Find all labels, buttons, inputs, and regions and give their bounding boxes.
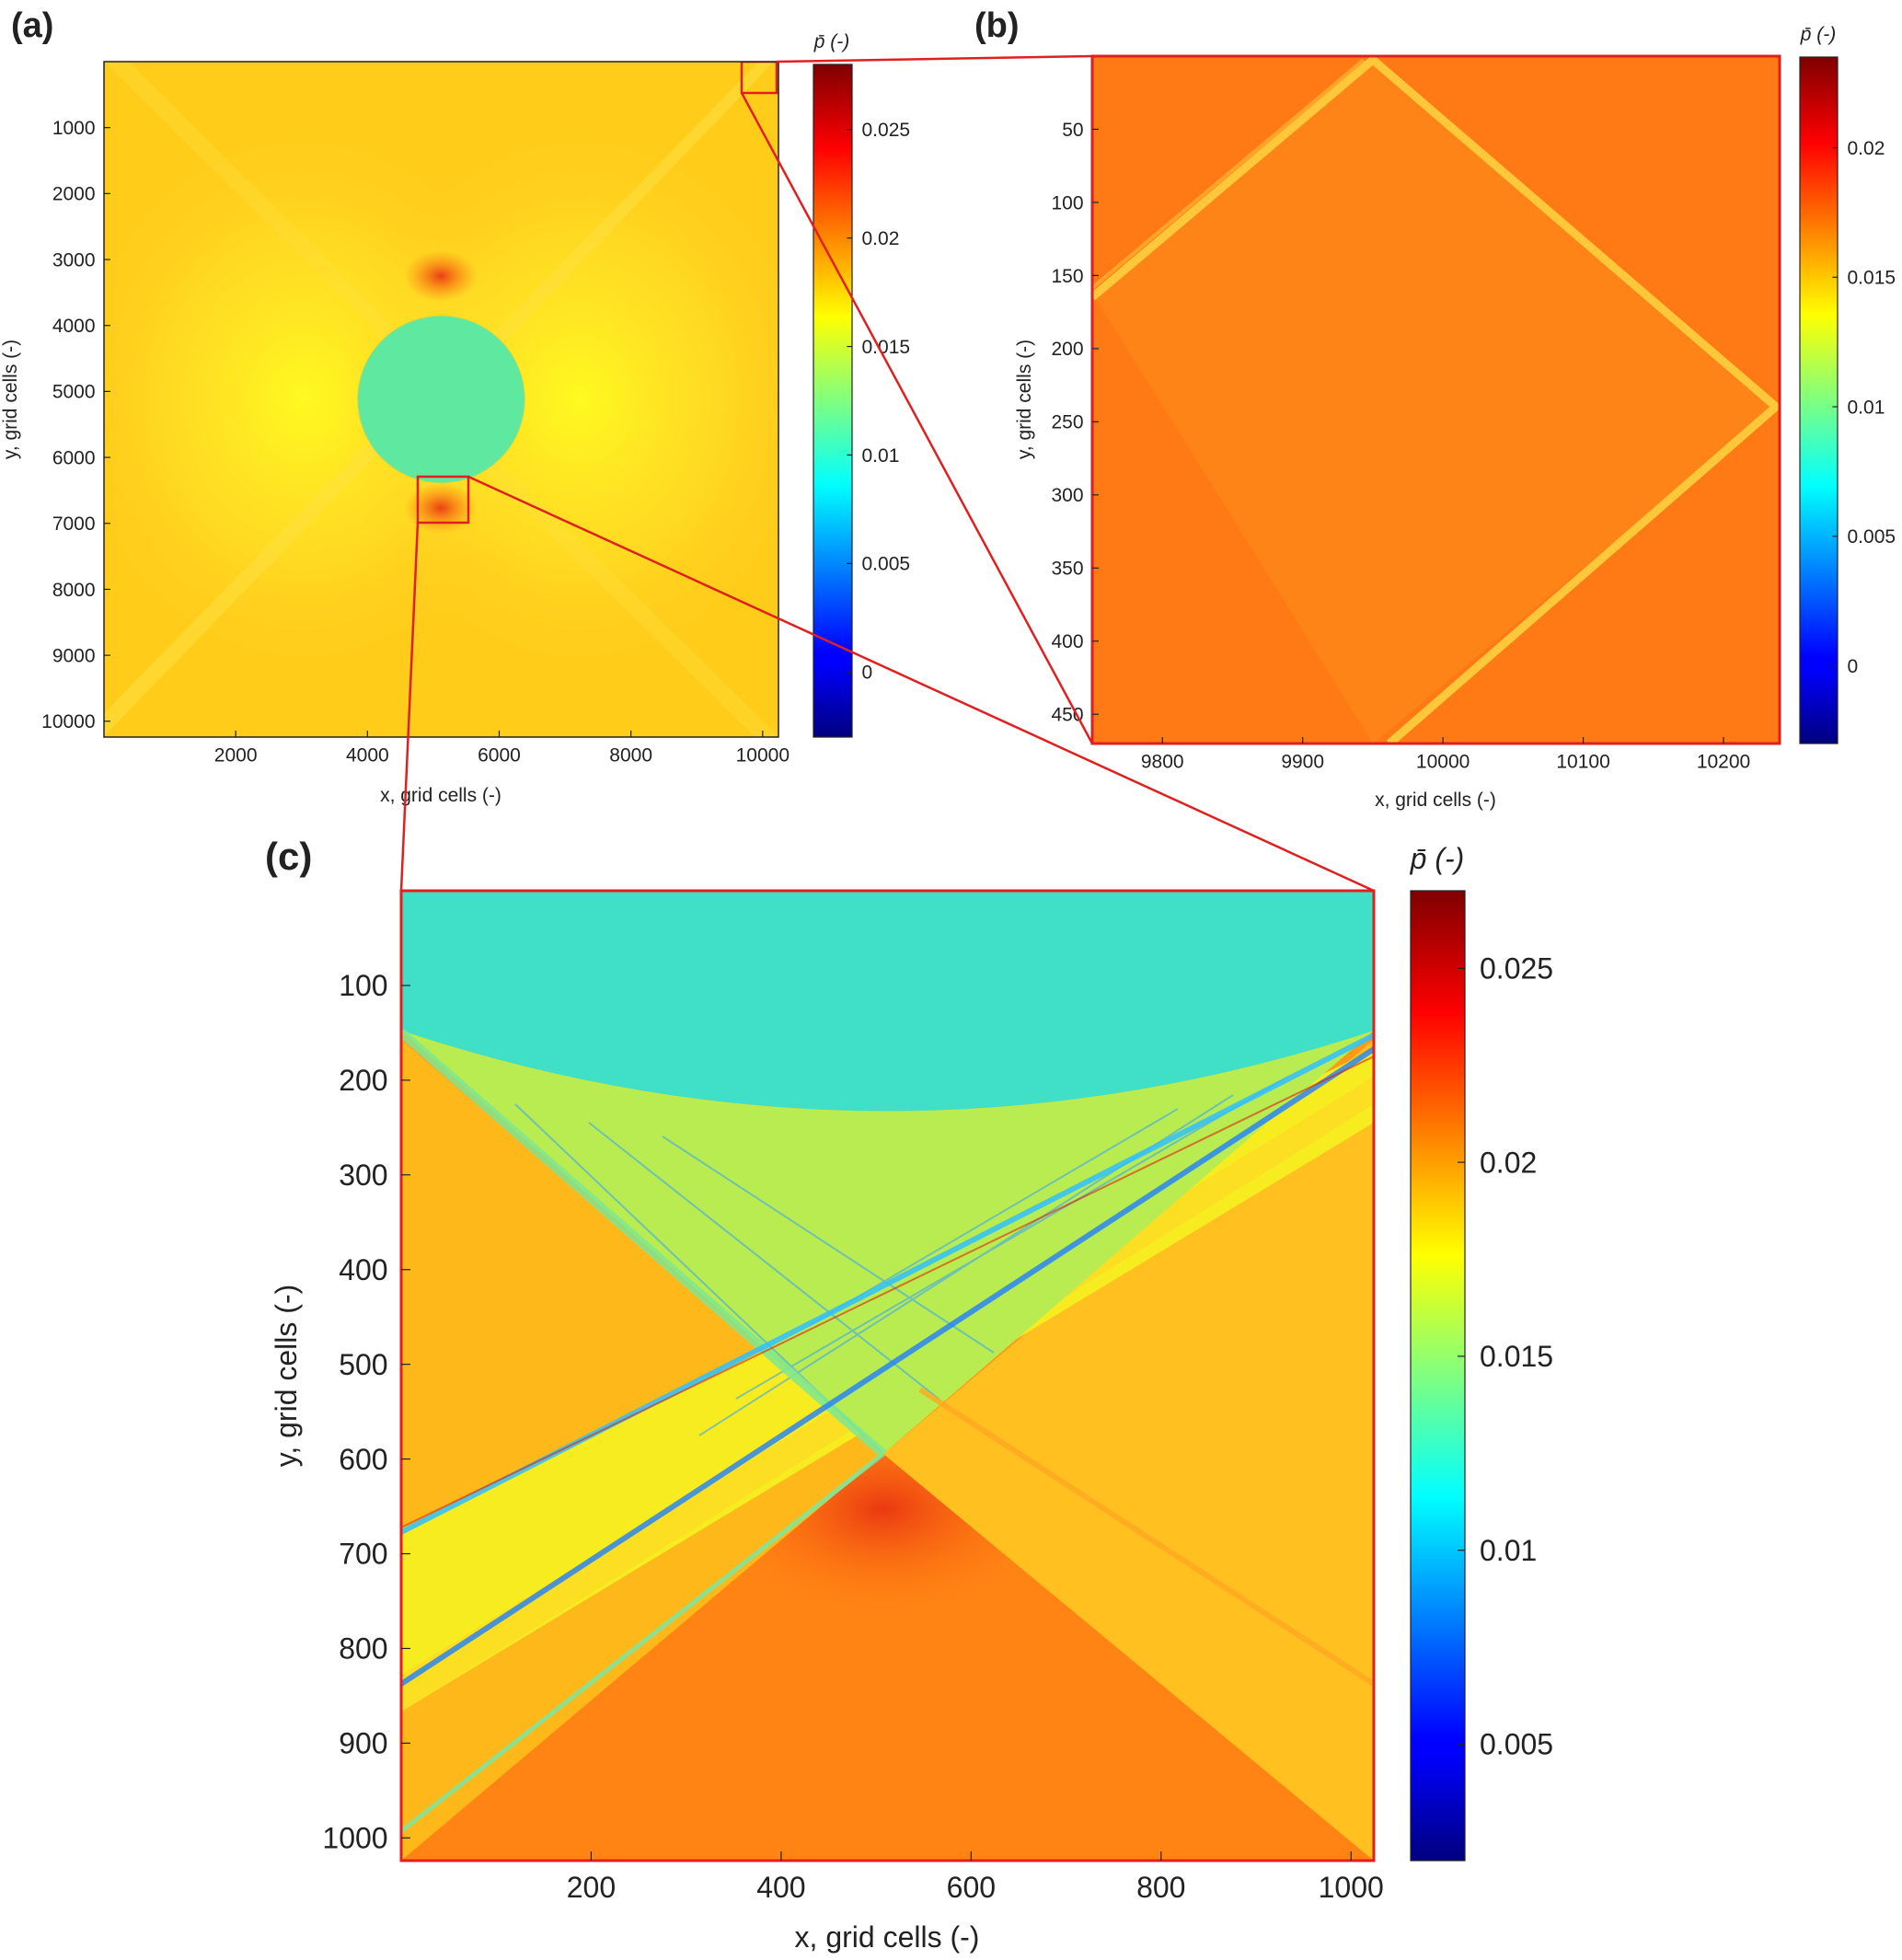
x-tick-label: 200 [567,1871,616,1904]
colorbar-tick-label: 0.025 [1480,952,1553,986]
panel-c-xlabel: x, grid cells (-) [795,1920,980,1954]
panel-c-label: (c) [265,835,312,878]
x-tick-label: 400 [756,1871,805,1904]
panel-a-heatmap [104,62,778,737]
y-tick-label: 300 [1052,485,1084,506]
panel-a-colorbar-label: p̄ (-) [813,31,850,52]
x-tick-label: 800 [1136,1871,1185,1904]
y-tick-label: 4000 [52,316,96,337]
y-tick-label: 150 [1052,266,1084,287]
panel-b-heatmap [1092,56,1780,744]
y-tick-label: 100 [1052,192,1084,213]
y-tick-label: 2000 [52,184,96,205]
x-tick-label: 10000 [736,744,790,766]
x-tick-label: 9900 [1281,751,1324,772]
y-tick-label: 450 [1052,705,1084,726]
colorbar-tick-label: 0.01 [1848,397,1885,418]
y-tick-label: 5000 [52,382,96,403]
colorbar-tick-label: 0.02 [1848,138,1885,159]
panel-a-axes: 2000 4000 6000 8000 10000 1000 2000 3000 4000 500… [41,118,790,766]
y-tick-label: 250 [1052,412,1084,433]
panel-c-colorbar [1410,890,1466,1862]
colorbar-tick-label: 0.01 [1480,1534,1537,1567]
y-tick-label: 350 [1052,559,1084,580]
y-tick-label: 300 [339,1159,387,1192]
y-tick-label: 100 [339,969,387,1002]
panel-a-label: (a) [11,6,53,45]
panel-a-colorbar-ticks: 0 0.005 0.01 0.015 0.02 0.025 [847,120,910,684]
panel-b-colorbar-ticks: 0 0.005 0.01 0.015 0.02 [1832,138,1896,677]
y-tick-label: 400 [339,1253,387,1286]
y-tick-label: 800 [339,1632,387,1666]
panel-c-colorbar-label: p̄ (-) [1410,842,1465,875]
panel-c-ylabel: y, grid cells (-) [270,1285,303,1468]
colorbar-tick-label: 0.005 [1848,526,1896,548]
x-tick-label: 10200 [1697,751,1750,772]
panel-b-colorbar [1799,56,1839,744]
y-tick-label: 6000 [52,447,96,468]
x-tick-label: 6000 [478,744,521,766]
y-tick-label: 400 [1052,631,1084,652]
y-tick-label: 900 [339,1727,387,1760]
panel-c-heatmap [401,891,1374,1861]
colorbar-tick-label: 0.015 [1848,268,1896,289]
panel-a-ylabel: y, grid cells (-) [0,340,21,459]
colorbar-tick-label: 0.015 [1480,1340,1553,1373]
y-tick-label: 50 [1062,120,1083,141]
panel-b-label: (b) [974,6,1020,45]
colorbar-tick-label: 0.015 [862,337,911,358]
y-tick-label: 9000 [52,645,96,666]
y-tick-label: 1000 [52,118,96,139]
colorbar-tick-label: 0 [862,663,873,684]
y-tick-label: 7000 [52,513,96,535]
colorbar-tick-label: 0.01 [862,445,900,467]
y-tick-label: 600 [339,1443,387,1476]
panel-a-xlabel: x, grid cells (-) [380,785,501,806]
colorbar-tick-label: 0.005 [1480,1728,1553,1761]
y-tick-label: 700 [339,1538,387,1571]
x-tick-label: 10000 [1416,751,1470,772]
colorbar-tick-label: 0.02 [862,228,900,249]
colorbar-tick-label: 0.025 [862,120,911,141]
x-tick-label: 9800 [1141,751,1184,772]
panel-b-axes: 9800 9900 10000 10100 10200 50 100 150 200 250 300… [1052,120,1751,772]
x-tick-label: 1000 [1319,1871,1384,1904]
colorbar-tick-label: 0.02 [1480,1146,1537,1179]
panel-c-axes-frame [399,889,1376,1862]
y-tick-label: 8000 [52,580,96,601]
panel-b-axes-frame [1090,54,1781,745]
x-tick-label: 600 [947,1871,996,1904]
panel-b-xlabel: x, grid cells (-) [1375,790,1496,811]
colorbar-tick-label: 0 [1848,656,1859,677]
x-tick-label: 4000 [346,744,389,766]
y-tick-label: 200 [339,1064,387,1097]
panel-b-ylabel: y, grid cells (-) [1014,340,1035,459]
x-tick-label: 8000 [609,744,652,766]
y-tick-label: 200 [1052,339,1084,360]
y-tick-label: 10000 [41,711,95,732]
panel-c-axes: 200 400 600 800 1000 100 200 300 400 500 600 700 800… [322,969,1383,1904]
panel-c-colorbar-ticks: 0.005 0.01 0.015 0.02 0.025 [1458,952,1553,1761]
panel-a-colorbar [813,63,853,738]
panel-b-colorbar-label: p̄ (-) [1800,24,1837,45]
y-tick-label: 3000 [52,249,96,271]
y-tick-label: 1000 [322,1821,387,1854]
zoom-connectors [399,54,1375,893]
colorbar-tick-label: 0.005 [862,554,911,575]
x-tick-label: 10100 [1556,751,1609,772]
y-tick-label: 500 [339,1348,387,1381]
panel-a-axes-frame [103,61,779,738]
x-tick-label: 2000 [214,744,258,766]
